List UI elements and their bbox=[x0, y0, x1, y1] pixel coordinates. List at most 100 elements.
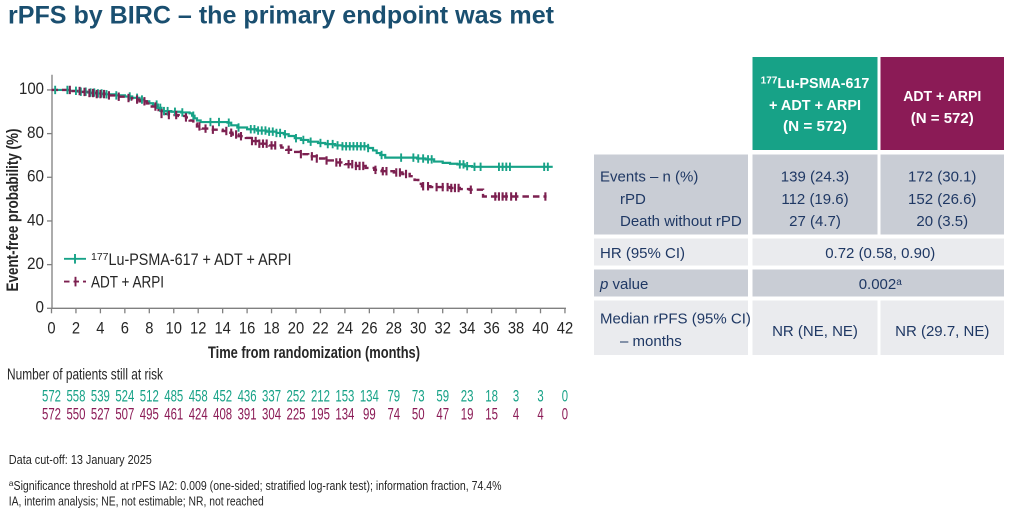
svg-text:rPFS by BIRC – the primary end: rPFS by BIRC – the primary endpoint was … bbox=[8, 2, 555, 30]
svg-text:79: 79 bbox=[387, 388, 400, 406]
svg-text:40: 40 bbox=[27, 211, 44, 229]
svg-text:Median rPFS (95% CI): Median rPFS (95% CI) bbox=[600, 311, 751, 328]
svg-text:177Lu-PSMA-617 + ADT + ARPI: 177Lu-PSMA-617 + ADT + ARPI bbox=[91, 251, 292, 269]
svg-text:Number of patients still at ri: Number of patients still at risk bbox=[7, 367, 164, 384]
svg-text:8: 8 bbox=[145, 320, 153, 338]
svg-text:24: 24 bbox=[337, 320, 353, 338]
svg-text:ADT + ARPI: ADT + ARPI bbox=[903, 88, 981, 105]
svg-text:134: 134 bbox=[360, 388, 379, 406]
svg-text:177Lu-PSMA-617: 177Lu-PSMA-617 bbox=[761, 75, 870, 92]
svg-text:0: 0 bbox=[562, 405, 568, 423]
svg-text:28: 28 bbox=[386, 320, 402, 338]
svg-text:50: 50 bbox=[412, 405, 425, 423]
svg-text:527: 527 bbox=[91, 405, 110, 423]
svg-text:20 (3.5): 20 (3.5) bbox=[916, 213, 968, 230]
svg-text:10: 10 bbox=[166, 320, 182, 338]
svg-text:391: 391 bbox=[238, 405, 257, 423]
svg-text:36: 36 bbox=[483, 320, 499, 338]
svg-text:337: 337 bbox=[262, 388, 281, 406]
svg-text:0: 0 bbox=[36, 299, 45, 317]
svg-text:0.72 (0.58, 0.90): 0.72 (0.58, 0.90) bbox=[825, 245, 935, 262]
svg-text:572: 572 bbox=[42, 388, 61, 406]
svg-text:100: 100 bbox=[19, 80, 44, 98]
svg-text:26: 26 bbox=[361, 320, 377, 338]
svg-text:153: 153 bbox=[335, 388, 354, 406]
svg-text:139 (24.3): 139 (24.3) bbox=[781, 169, 849, 186]
svg-text:152 (26.6): 152 (26.6) bbox=[908, 191, 976, 208]
svg-text:112 (19.6): 112 (19.6) bbox=[781, 191, 848, 208]
svg-text:16: 16 bbox=[239, 320, 255, 338]
svg-text:507: 507 bbox=[115, 405, 134, 423]
svg-text:14: 14 bbox=[214, 320, 230, 338]
svg-text:452: 452 bbox=[213, 388, 232, 406]
svg-text:195: 195 bbox=[311, 405, 330, 423]
svg-text:ADT + ARPI: ADT + ARPI bbox=[91, 274, 164, 292]
svg-text:34: 34 bbox=[459, 320, 475, 338]
svg-text:6: 6 bbox=[121, 320, 129, 338]
svg-text:436: 436 bbox=[238, 388, 257, 406]
svg-text:3: 3 bbox=[537, 388, 543, 406]
svg-text:15: 15 bbox=[485, 405, 498, 423]
svg-text:80: 80 bbox=[27, 124, 44, 142]
svg-text:+ ADT + ARPI: + ADT + ARPI bbox=[769, 97, 861, 114]
svg-text:512: 512 bbox=[140, 388, 159, 406]
svg-text:60: 60 bbox=[27, 168, 44, 186]
svg-text:4: 4 bbox=[537, 405, 543, 423]
svg-text:23: 23 bbox=[461, 388, 474, 406]
svg-text:4: 4 bbox=[513, 405, 519, 423]
svg-text:461: 461 bbox=[164, 405, 183, 423]
svg-text:12: 12 bbox=[190, 320, 206, 338]
svg-text:p value: p value bbox=[599, 276, 648, 293]
svg-text:59: 59 bbox=[436, 388, 449, 406]
svg-text:0.002a: 0.002a bbox=[859, 276, 903, 293]
svg-text:0: 0 bbox=[47, 320, 55, 338]
svg-text:(N = 572): (N = 572) bbox=[911, 110, 974, 127]
svg-text:30: 30 bbox=[410, 320, 426, 338]
svg-text:558: 558 bbox=[66, 388, 85, 406]
svg-text:Events – n (%): Events – n (%) bbox=[600, 169, 698, 186]
svg-text:485: 485 bbox=[164, 388, 183, 406]
svg-text:99: 99 bbox=[363, 405, 376, 423]
svg-text:252: 252 bbox=[287, 388, 306, 406]
svg-text:NR (29.7, NE): NR (29.7, NE) bbox=[895, 323, 989, 340]
svg-text:Event-free probability (%): Event-free probability (%) bbox=[4, 129, 22, 292]
svg-text:HR (95% CI): HR (95% CI) bbox=[600, 245, 685, 262]
svg-text:22: 22 bbox=[312, 320, 328, 338]
svg-text:40: 40 bbox=[532, 320, 548, 338]
svg-text:20: 20 bbox=[27, 255, 44, 273]
svg-text:20: 20 bbox=[288, 320, 304, 338]
svg-text:172 (30.1): 172 (30.1) bbox=[908, 169, 976, 186]
svg-text:19: 19 bbox=[461, 405, 474, 423]
svg-text:aSignificance threshold at rPF: aSignificance threshold at rPFS IA2: 0.0… bbox=[9, 478, 502, 493]
svg-text:539: 539 bbox=[91, 388, 110, 406]
svg-text:4: 4 bbox=[96, 320, 104, 338]
svg-text:134: 134 bbox=[335, 405, 354, 423]
svg-text:Data cut-off: 13 January 2025: Data cut-off: 13 January 2025 bbox=[9, 452, 152, 467]
svg-text:3: 3 bbox=[513, 388, 519, 406]
svg-text:Death without rPD: Death without rPD bbox=[620, 213, 742, 230]
svg-text:2: 2 bbox=[72, 320, 80, 338]
svg-text:– months: – months bbox=[620, 333, 682, 350]
svg-text:495: 495 bbox=[140, 405, 159, 423]
svg-text:0: 0 bbox=[562, 388, 568, 406]
svg-text:27 (4.7): 27 (4.7) bbox=[789, 213, 841, 230]
svg-text:73: 73 bbox=[412, 388, 425, 406]
svg-text:IA, interim analysis; NE, not: IA, interim analysis; NE, not estimable;… bbox=[9, 493, 264, 508]
svg-text:572: 572 bbox=[42, 405, 61, 423]
svg-text:Time from randomization (month: Time from randomization (months) bbox=[208, 344, 420, 362]
svg-text:18: 18 bbox=[263, 320, 279, 338]
svg-text:38: 38 bbox=[508, 320, 524, 338]
svg-text:(N = 572): (N = 572) bbox=[783, 118, 847, 135]
svg-text:524: 524 bbox=[115, 388, 134, 406]
svg-text:18: 18 bbox=[485, 388, 498, 406]
svg-text:304: 304 bbox=[262, 405, 281, 423]
svg-text:32: 32 bbox=[435, 320, 451, 338]
svg-text:NR (NE, NE): NR (NE, NE) bbox=[772, 323, 858, 340]
svg-text:47: 47 bbox=[436, 405, 449, 423]
svg-text:458: 458 bbox=[189, 388, 208, 406]
svg-text:225: 225 bbox=[287, 405, 306, 423]
svg-text:408: 408 bbox=[213, 405, 232, 423]
svg-text:212: 212 bbox=[311, 388, 330, 406]
svg-text:550: 550 bbox=[66, 405, 85, 423]
svg-text:rPD: rPD bbox=[620, 191, 646, 208]
